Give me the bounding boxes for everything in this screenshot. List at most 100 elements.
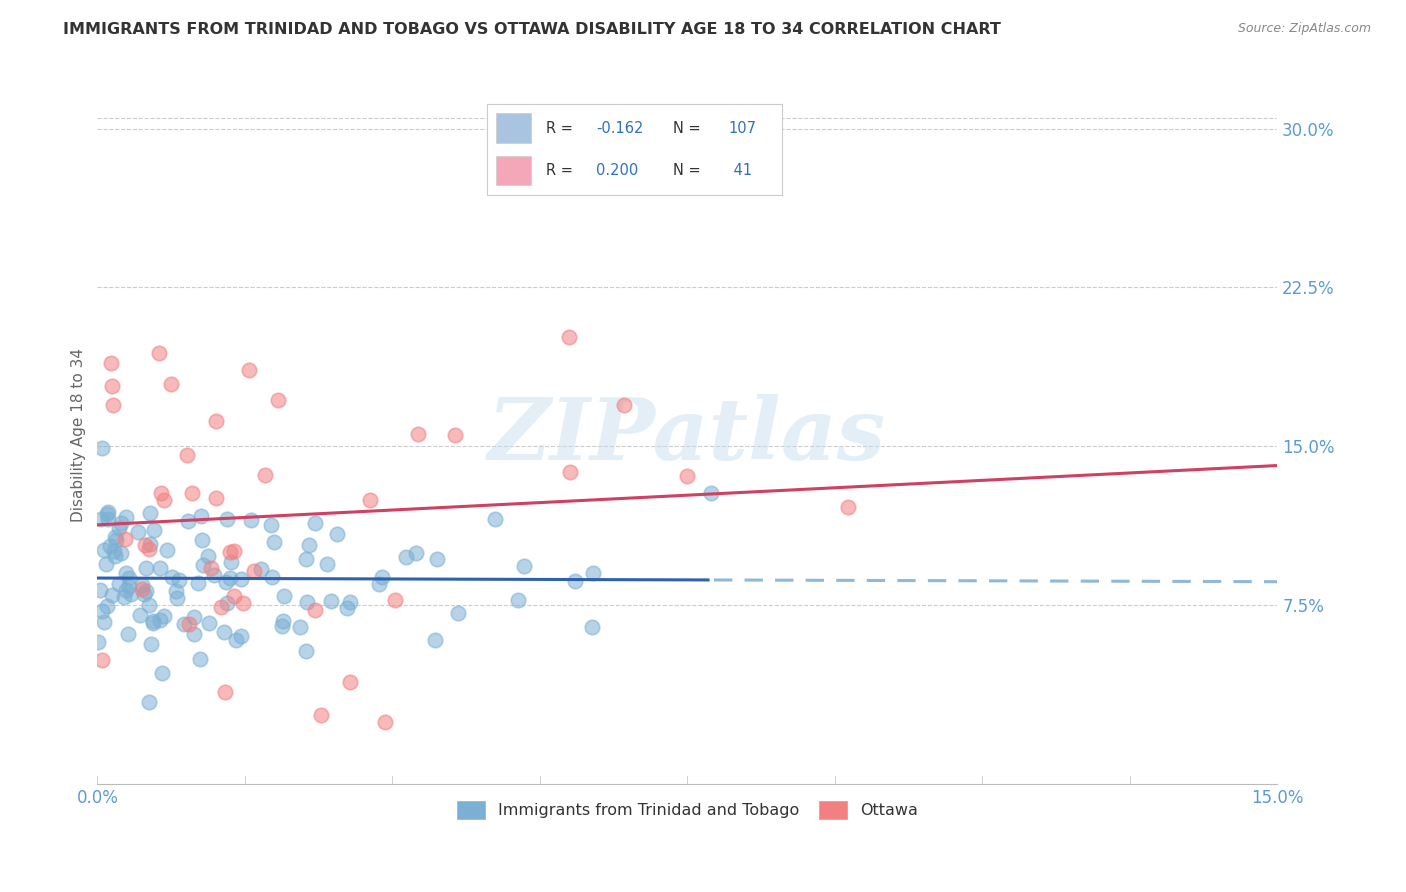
Point [128,607,150,622]
Text: IMMIGRANTS FROM TRINIDAD AND TOBAGO VS OTTAWA DISABILITY AGE 18 TO 34 CORRELATIO: IMMIGRANTS FROM TRINIDAD AND TOBAGO VS O… [63,22,1001,37]
Point [138,541,160,556]
Point [188,652,211,666]
Point [558,465,581,479]
Point [200,561,222,575]
Point [582,566,605,580]
Point [114,532,136,546]
Point [229,572,252,586]
Point [132,587,155,601]
Point [131,582,153,596]
Point [96,599,118,614]
Point [118,579,141,593]
Point [295,551,318,566]
Point [225,632,247,647]
Point [115,566,138,581]
Point [166,591,188,606]
Point [93,615,115,629]
Point [263,534,285,549]
Point [224,543,246,558]
Point [232,596,254,610]
Point [160,376,183,391]
Point [150,665,173,680]
Point [101,589,124,603]
Text: Source: ZipAtlas.com: Source: ZipAtlas.com [1237,22,1371,36]
Point [142,614,165,628]
Point [169,573,191,587]
Point [298,537,321,551]
Point [512,558,534,573]
Point [110,546,132,560]
Point [176,448,198,462]
Point [260,570,283,584]
Point [222,589,245,603]
Point [90,512,112,526]
Point [112,590,135,604]
Point [837,500,859,515]
Point [384,592,406,607]
Point [339,674,361,689]
Point [191,533,214,548]
Point [110,516,132,530]
Point [149,486,172,500]
Point [118,571,141,585]
Point [177,514,200,528]
Point [120,587,142,601]
Point [676,469,699,483]
Point [339,595,361,609]
Point [204,491,226,505]
Point [160,570,183,584]
Point [444,428,467,442]
Text: ZIPatlas: ZIPatlas [488,393,886,477]
Point [271,614,294,628]
Point [180,486,202,500]
Point [104,549,127,564]
Point [249,562,271,576]
Point [101,398,124,412]
Point [325,526,347,541]
Point [198,615,221,630]
Point [215,595,238,609]
Point [242,564,264,578]
Point [273,589,295,603]
Point [267,393,290,408]
Point [100,539,122,553]
Point [205,414,228,428]
Point [139,637,162,651]
Point [321,594,343,608]
Point [93,543,115,558]
Point [215,575,238,590]
Point [581,620,603,634]
Point [613,398,636,412]
Point [187,575,209,590]
Point [183,627,205,641]
Point [271,619,294,633]
Point [191,558,214,573]
Point [336,600,359,615]
Point [202,568,225,582]
Point [148,346,170,360]
Point [238,363,260,377]
Legend: Immigrants from Trinidad and Tobago, Ottawa: Immigrants from Trinidad and Tobago, Ott… [447,791,928,829]
Point [304,516,326,530]
Point [153,493,176,508]
Point [426,552,449,566]
Point [214,625,236,640]
Point [91,653,114,667]
Point [447,607,470,621]
Point [138,695,160,709]
Point [253,468,276,483]
Point [139,506,162,520]
Point [108,521,131,535]
Point [304,603,326,617]
Point [484,512,506,526]
Point [315,557,337,571]
Point [142,615,165,630]
Point [423,632,446,647]
Point [152,608,174,623]
Point [96,507,118,521]
Point [217,512,239,526]
Point [508,592,530,607]
Point [104,533,127,548]
Point [214,685,236,699]
Point [115,583,138,598]
